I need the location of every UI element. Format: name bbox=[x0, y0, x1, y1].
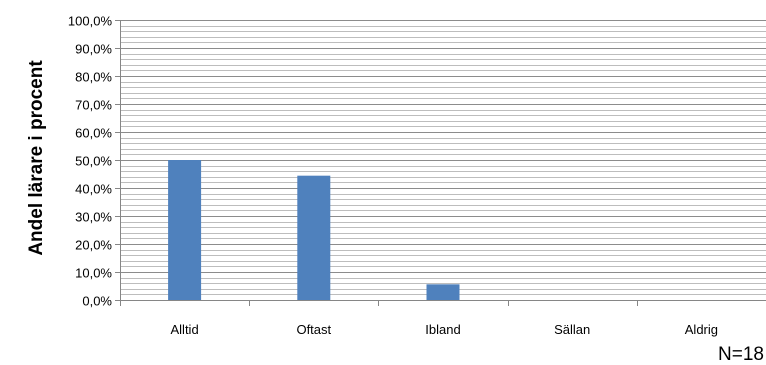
x-tick-label: Alltid bbox=[171, 322, 199, 337]
y-tick-label: 40,0% bbox=[75, 182, 112, 197]
x-tick-label: Sällan bbox=[554, 322, 590, 337]
x-tick-label: Ibland bbox=[425, 322, 460, 337]
bar-oftast bbox=[297, 175, 331, 300]
x-tick-label: Aldrig bbox=[685, 322, 718, 337]
x-tick-labels: Alltid Oftast Ibland Sällan Aldrig bbox=[120, 300, 718, 337]
y-tick-labels: 0,0% 10,0% 20,0% 30,0% 40,0% 50,0% 60,0% 70,0% 8… bbox=[68, 14, 120, 309]
axes bbox=[120, 20, 766, 301]
y-tick-label: 80,0% bbox=[75, 70, 112, 85]
y-tick-label: 100,0% bbox=[68, 14, 113, 29]
x-tick-label: Oftast bbox=[296, 322, 331, 337]
y-tick-label: 0,0% bbox=[82, 294, 112, 309]
y-tick-label: 90,0% bbox=[75, 42, 112, 57]
y-axis-title: Andel lärare i procent bbox=[26, 60, 47, 256]
bars bbox=[168, 160, 460, 300]
sample-size-note: N=18 bbox=[718, 344, 764, 365]
y-tick-label: 30,0% bbox=[75, 210, 112, 225]
y-tick-label: 60,0% bbox=[75, 126, 112, 141]
y-tick-label: 10,0% bbox=[75, 266, 112, 281]
y-tick-label: 50,0% bbox=[75, 154, 112, 169]
y-tick-label: 70,0% bbox=[75, 98, 112, 113]
bar-alltid bbox=[168, 160, 202, 300]
bar-ibland bbox=[426, 284, 460, 300]
y-tick-label: 20,0% bbox=[75, 238, 112, 253]
gridlines bbox=[120, 20, 766, 295]
